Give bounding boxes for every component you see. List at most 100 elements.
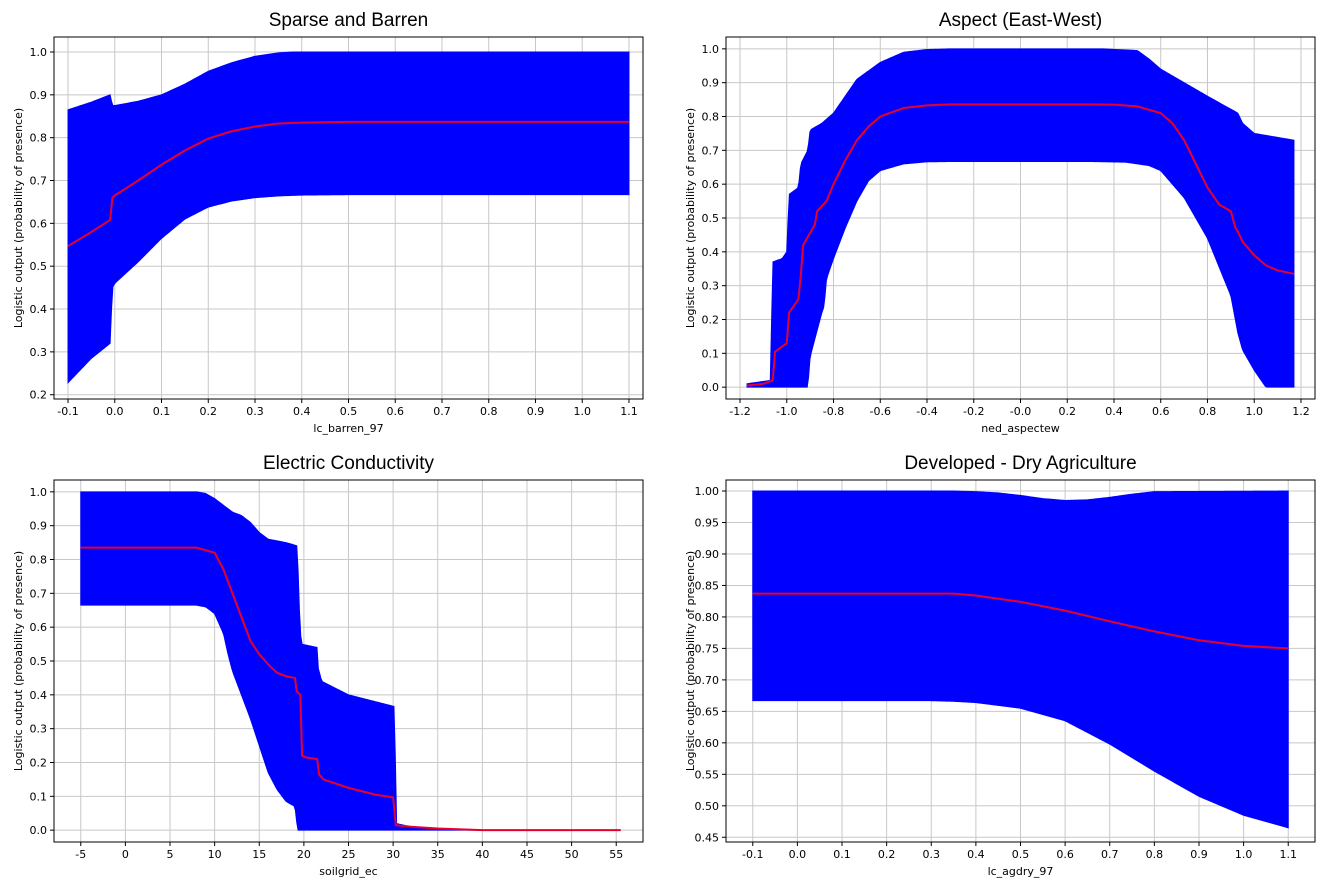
x-tick-label: 1.0 [573,405,591,418]
confidence-band [752,490,1289,829]
x-tick-label: 0.6 [1056,848,1074,861]
y-tick-label: 0.1 [30,790,48,803]
chart-svg: -0.1 0.0 0.1 0.2 0.3 0.4 0.5 0.6 0.7 0.8 0.9 1.0 1.1… [684,453,1316,878]
x-tick-label: 25 [342,848,356,861]
x-tick-label: -0.2 [963,405,984,418]
y-tick-label: 0.8 [30,132,48,145]
x-axis-label: ned_aspectew [981,422,1060,435]
y-axis-label: Logistic output (probability of presence… [12,108,25,328]
x-tick-label: 0.0 [106,405,124,418]
y-tick-label: 0.3 [30,723,48,736]
x-tick-label: 0.4 [967,848,985,861]
mean-response-line [752,592,1289,650]
x-tick-label: 0.3 [246,405,264,418]
x-tick-label: 0.3 [923,848,941,861]
y-tick-label: 0.6 [30,621,48,634]
x-tick-label: 0.2 [1058,405,1076,418]
x-tick-label: 0.7 [1101,848,1119,861]
x-tick-label: 20 [297,848,311,861]
y-tick-label: 0.7 [30,587,48,600]
x-axis-label: soilgrid_ec [319,865,377,878]
y-tick-label: 1.0 [30,486,48,499]
x-tick-label: 1.1 [1279,848,1297,861]
y-tick-label: 0.65 [695,705,720,718]
x-tick-label: 50 [565,848,579,861]
y-axis-label: Logistic output (probability of presence… [684,108,697,328]
y-tick-label: 0.8 [30,554,48,567]
x-tick-label: -1.0 [776,405,797,418]
y-tick-label: 0.4 [30,689,48,702]
x-tick-label: 0.2 [878,848,896,861]
y-tick-label: 0.2 [30,756,48,769]
x-tick-label: 35 [431,848,445,861]
x-tick-label: 1.0 [1245,405,1263,418]
y-tick-label: 0.9 [30,520,48,533]
x-tick-label: -0.4 [916,405,937,418]
x-tick-label: -0.0 [1010,405,1031,418]
x-tick-label: -0.8 [823,405,844,418]
y-tick-label: 0.8 [702,111,720,124]
x-tick-label: 0 [122,848,129,861]
x-axis-label: lc_agdry_97 [988,865,1054,878]
x-tick-label: 0.1 [153,405,171,418]
x-tick-label: 0.9 [527,405,545,418]
x-tick-label: -0.1 [742,848,763,861]
x-tick-label: -1.2 [729,405,750,418]
y-tick-label: 1.0 [30,46,48,59]
x-tick-label: 0.0 [789,848,807,861]
y-tick-label: 0.90 [695,548,720,561]
x-tick-label: 0.4 [293,405,311,418]
y-tick-label: 0.2 [30,389,48,402]
panel-electric-conductivity: -5 0 5 10 15 20 25 30 35 40 45 50 55 0.0 0.1 0.2 0.3 0.4 0… [0,443,658,886]
x-tick-label: 0.8 [1146,848,1164,861]
x-tick-label: 0.9 [1190,848,1208,861]
x-tick-label: 0.7 [433,405,451,418]
mean-response-line [746,103,1295,387]
x-tick-label: 0.1 [833,848,851,861]
panel-sparse-barren: -0.1 0.0 0.1 0.2 0.3 0.4 0.5 0.6 0.7 0.8 0.9 1.0 1.1… [0,0,658,443]
x-tick-label: 1.0 [1235,848,1253,861]
mean-response-line [67,120,629,247]
y-tick-label: 0.85 [695,579,720,592]
y-tick-label: 0.6 [30,217,48,230]
y-tick-label: 0.9 [702,77,720,90]
y-tick-label: 0.5 [702,212,720,225]
mean-response-line [80,546,621,832]
chart-title: Developed - Dry Agriculture [904,453,1136,474]
x-tick-label: 0.6 [386,405,404,418]
y-axis-label: Logistic output (probability of presence… [684,551,697,771]
y-tick-label: 0.3 [30,346,48,359]
chart-svg: -5 0 5 10 15 20 25 30 35 40 45 50 55 0.0 0.1 0.2 0.3 0.4 0… [12,453,644,878]
y-tick-label: 0.9 [30,89,48,102]
chart-title: Electric Conductivity [263,453,435,474]
y-tick-label: 0.2 [702,313,720,326]
y-tick-label: 0.80 [695,611,720,624]
x-tick-label: 0.6 [1152,405,1170,418]
x-tick-label: 15 [252,848,266,861]
chart-title: Aspect (East-West) [939,10,1102,31]
y-tick-label: 0.6 [702,178,720,191]
x-tick-label: 40 [475,848,489,861]
y-tick-label: 0.3 [702,280,720,293]
panel-developed-dry-agriculture: -0.1 0.0 0.1 0.2 0.3 0.4 0.5 0.6 0.7 0.8 0.9 1.0 1.1… [672,443,1317,886]
confidence-band [67,51,630,384]
y-tick-label: 1.0 [702,43,720,56]
y-tick-label: 0.0 [30,824,48,837]
x-tick-label: 0.5 [340,405,358,418]
y-tick-label: 1.00 [695,485,720,498]
y-tick-label: 0.75 [695,642,720,655]
y-axis-label: Logistic output (probability of presence… [12,551,25,771]
y-tick-label: 0.50 [695,800,720,813]
x-tick-label: -0.6 [870,405,891,418]
y-tick-label: 0.7 [30,175,48,188]
x-tick-label: 0.8 [480,405,498,418]
x-tick-label: -0.1 [57,405,78,418]
y-tick-label: 0.70 [695,674,720,687]
x-tick-label: 0.5 [1012,848,1030,861]
x-tick-label: 1.2 [1292,405,1310,418]
y-tick-label: 0.0 [702,381,720,394]
x-tick-label: 10 [208,848,222,861]
x-tick-label: 55 [609,848,623,861]
y-tick-label: 0.5 [30,655,48,668]
x-tick-label: 0.4 [1105,405,1123,418]
